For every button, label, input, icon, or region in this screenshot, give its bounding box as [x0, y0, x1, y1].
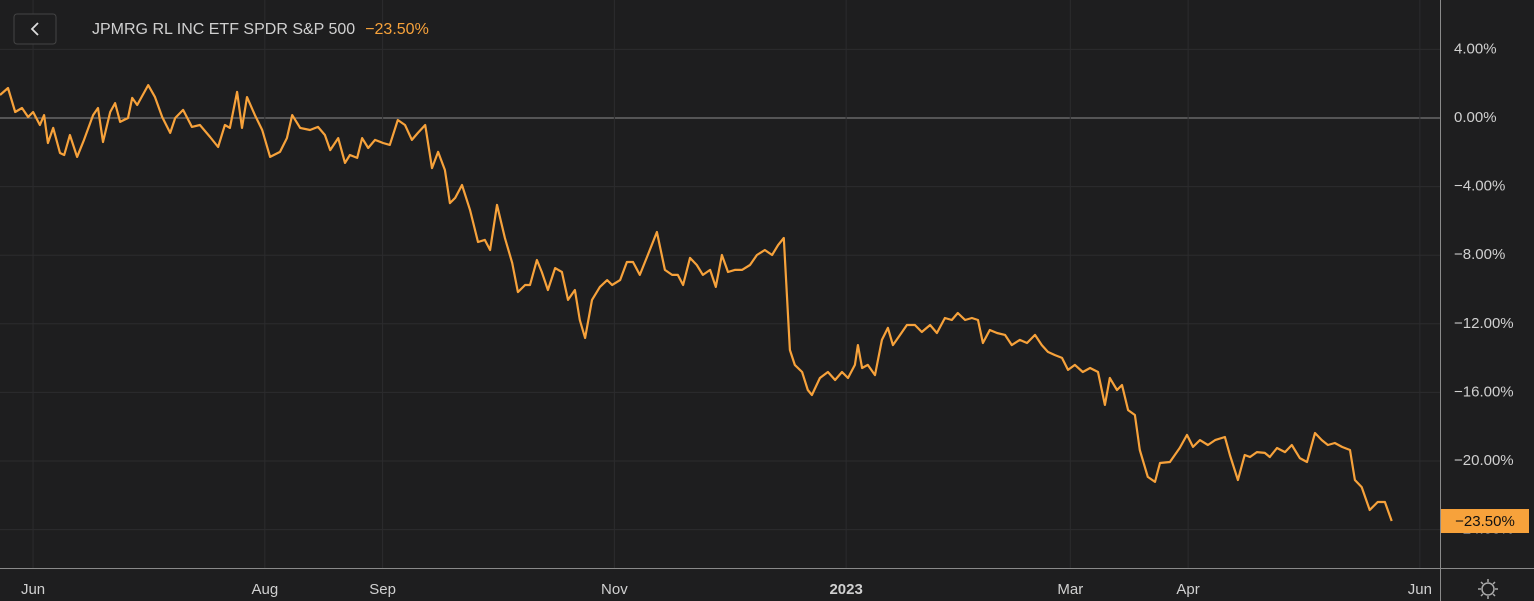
x-tick-label: Apr	[1176, 581, 1199, 598]
x-tick-label: Mar	[1057, 581, 1083, 598]
x-tick-label: Sep	[369, 581, 396, 598]
chart-title: JPMRG RL INC ETF SPDR S&P 500	[92, 21, 355, 38]
gear-teeth	[1478, 579, 1498, 599]
y-tick-label: −4.00%	[1454, 178, 1505, 195]
change-label: −23.50%	[365, 21, 429, 38]
back-button[interactable]	[13, 13, 57, 45]
x-tick-label: Jun	[1408, 581, 1432, 598]
y-tick-label: −8.00%	[1454, 246, 1505, 263]
gear	[1481, 582, 1495, 596]
y-tick-label: 0.00%	[1454, 109, 1497, 126]
y-tick-label: 4.00%	[1454, 40, 1497, 57]
grid	[0, 0, 1440, 568]
last-value-label: −23.50%	[1455, 513, 1515, 530]
price-line	[0, 84, 1393, 522]
y-tick-label: −12.00%	[1454, 315, 1514, 332]
x-tick-label: Nov	[601, 581, 628, 598]
y-tick-label: −16.00%	[1454, 383, 1514, 400]
last-value-tag	[1441, 509, 1529, 534]
plot	[0, 84, 1393, 522]
x-tick-label: Jun	[21, 581, 45, 598]
settings-icon[interactable]	[1478, 579, 1498, 599]
y-tick-label: −20.00%	[1454, 452, 1514, 469]
x-tick-label: Aug	[251, 581, 278, 598]
x-tick-label: 2023	[829, 581, 862, 598]
back-icon	[30, 22, 39, 36]
labels: 4.00% 0.00% −4.00% −8.00% −12.00% −16.00% −20.…	[21, 40, 1529, 598]
